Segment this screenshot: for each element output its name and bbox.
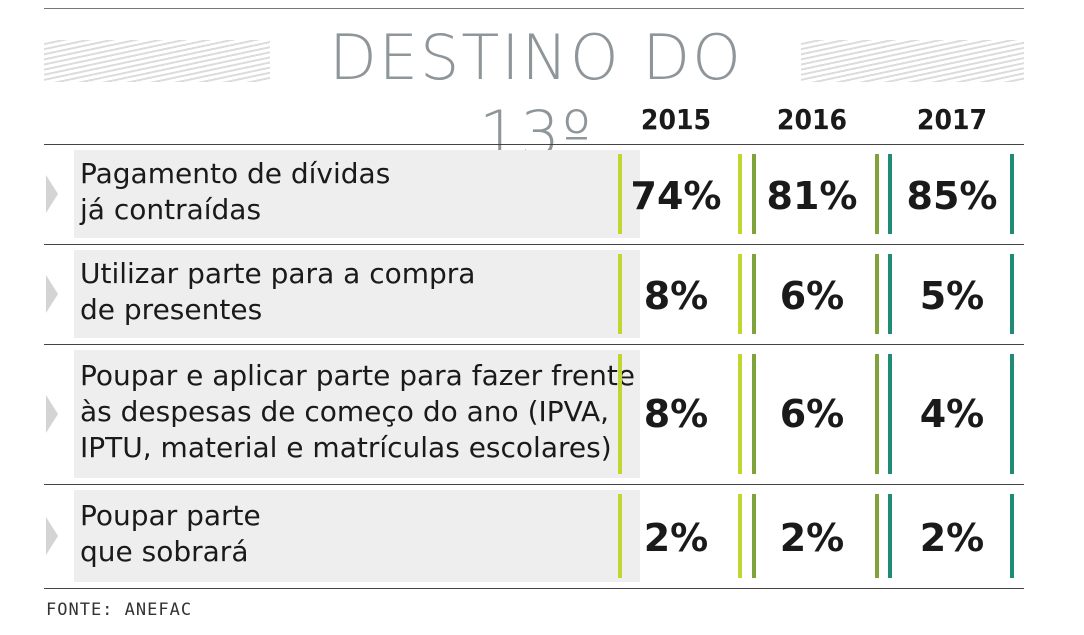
bar-2016-right: [875, 494, 879, 578]
row-label: Pagamento de dívidas já contraídas: [80, 157, 391, 226]
table-row: Poupar parte que sobrará 2% 2% 2%: [44, 484, 1024, 588]
bar-2017-left: [888, 154, 892, 234]
bar-2015-right: [738, 494, 742, 578]
bar-2015-right: [738, 154, 742, 234]
row-divider: [44, 244, 1024, 245]
bar-2016-left: [752, 154, 756, 234]
row-arrow-icon: [46, 517, 58, 555]
bar-2015-left: [618, 154, 622, 234]
bar-2015-right: [738, 354, 742, 474]
bar-2017-left: [888, 254, 892, 334]
bar-2015-left: [618, 254, 622, 334]
bar-2017-right: [1010, 154, 1014, 234]
chart-title: DESTINO DO 13º: [329, 21, 743, 170]
bar-2015-left: [618, 494, 622, 578]
row-label-background: [74, 490, 640, 582]
bar-2015-left: [618, 354, 622, 474]
bar-2016-right: [875, 154, 879, 234]
bar-2017-left: [888, 494, 892, 578]
row-label-background: [74, 250, 640, 338]
bar-2016-left: [752, 254, 756, 334]
top-rule: [44, 8, 1024, 9]
value-2016: 6%: [779, 274, 845, 318]
row-divider: [44, 144, 1024, 145]
value-2016: 2%: [779, 516, 845, 560]
value-2015: 8%: [643, 274, 709, 318]
row-arrow-icon: [46, 275, 58, 313]
bar-2017-right: [1010, 494, 1014, 578]
source-note: FONTE: ANEFAC: [46, 600, 193, 620]
bar-2015-right: [738, 254, 742, 334]
column-header-2017: 2017: [916, 103, 988, 136]
bar-2016-left: [752, 494, 756, 578]
bar-2017-left: [888, 354, 892, 474]
table-row: Pagamento de dívidas já contraídas 74% 8…: [44, 144, 1024, 244]
value-2016: 81%: [766, 174, 858, 218]
bar-2016-right: [875, 254, 879, 334]
value-2015: 2%: [643, 516, 709, 560]
title-stripes-right: [801, 40, 1024, 82]
row-label-background: [74, 350, 640, 478]
value-2017: 85%: [906, 174, 998, 218]
row-label: Utilizar parte para a compra de presente…: [80, 257, 476, 326]
bar-2017-right: [1010, 254, 1014, 334]
column-header-2016: 2016: [776, 103, 848, 136]
title-stripes-left: [44, 40, 270, 82]
value-2016: 6%: [779, 392, 845, 436]
row-label-background: [74, 150, 640, 238]
value-2017: 5%: [919, 274, 985, 318]
title-area: DESTINO DO 13º: [44, 18, 1024, 170]
row-divider: [44, 344, 1024, 345]
bar-2016-right: [875, 354, 879, 474]
table-row: Poupar e aplicar parte para fazer frente…: [44, 344, 1024, 484]
row-arrow-icon: [46, 175, 58, 213]
row-label: Poupar parte que sobrará: [80, 499, 261, 568]
row-divider: [44, 588, 1024, 589]
bar-2017-right: [1010, 354, 1014, 474]
row-label: Poupar e aplicar parte para fazer frente…: [80, 359, 636, 464]
column-header-2015: 2015: [640, 103, 712, 136]
value-2015: 8%: [643, 392, 709, 436]
value-2017: 4%: [919, 392, 985, 436]
bar-2016-left: [752, 354, 756, 474]
value-2015: 74%: [630, 174, 722, 218]
row-arrow-icon: [46, 395, 58, 433]
row-divider: [44, 484, 1024, 485]
table-row: Utilizar parte para a compra de presente…: [44, 244, 1024, 344]
value-2017: 2%: [919, 516, 985, 560]
